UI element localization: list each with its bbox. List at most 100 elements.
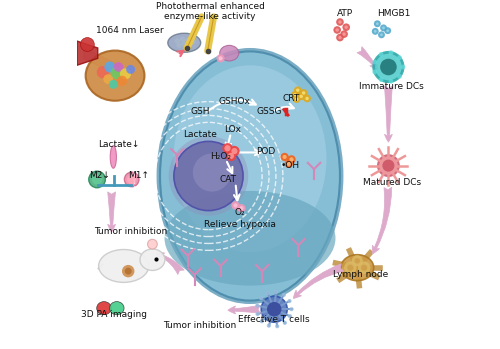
- Circle shape: [291, 91, 299, 98]
- Circle shape: [256, 312, 260, 316]
- Text: Photothermal enhanced
enzyme-like activity: Photothermal enhanced enzyme-like activi…: [156, 2, 264, 21]
- Circle shape: [344, 261, 356, 274]
- Circle shape: [180, 37, 186, 42]
- Text: POD: POD: [256, 147, 275, 156]
- Circle shape: [378, 52, 384, 57]
- Text: Matured DCs: Matured DCs: [363, 178, 421, 187]
- Circle shape: [122, 265, 134, 277]
- Ellipse shape: [124, 172, 139, 187]
- Circle shape: [374, 30, 376, 33]
- Circle shape: [384, 27, 391, 34]
- Text: CRT: CRT: [283, 94, 300, 103]
- Circle shape: [120, 68, 131, 80]
- Text: Effective T cells: Effective T cells: [238, 315, 310, 324]
- Ellipse shape: [164, 191, 336, 285]
- Circle shape: [216, 54, 224, 62]
- Polygon shape: [84, 48, 118, 76]
- Circle shape: [293, 95, 300, 103]
- Ellipse shape: [374, 52, 403, 82]
- Circle shape: [282, 155, 286, 159]
- Ellipse shape: [267, 302, 281, 317]
- Circle shape: [336, 28, 339, 32]
- Text: 1064 nm Laser: 1064 nm Laser: [96, 26, 164, 35]
- Circle shape: [222, 143, 232, 154]
- Text: Immature DCs: Immature DCs: [360, 82, 424, 90]
- Circle shape: [275, 324, 280, 328]
- Text: Relieve hypoxia: Relieve hypoxia: [204, 220, 276, 229]
- Circle shape: [190, 39, 196, 45]
- Circle shape: [267, 324, 271, 328]
- Ellipse shape: [174, 65, 326, 252]
- Circle shape: [295, 97, 298, 101]
- Circle shape: [294, 86, 302, 94]
- Circle shape: [338, 20, 342, 24]
- Circle shape: [266, 291, 270, 295]
- Circle shape: [376, 22, 378, 25]
- Circle shape: [284, 160, 293, 168]
- Circle shape: [334, 26, 341, 34]
- Ellipse shape: [341, 255, 374, 281]
- Circle shape: [232, 201, 239, 209]
- Circle shape: [344, 25, 348, 29]
- Text: Lymph node: Lymph node: [333, 270, 388, 279]
- Ellipse shape: [140, 249, 165, 270]
- Circle shape: [400, 65, 406, 69]
- Text: •OH: •OH: [280, 161, 299, 170]
- Circle shape: [226, 151, 236, 161]
- Text: LOx: LOx: [224, 125, 241, 134]
- Text: H₂O₂: H₂O₂: [210, 153, 231, 162]
- Circle shape: [96, 66, 109, 79]
- Circle shape: [342, 32, 346, 36]
- Circle shape: [104, 61, 116, 73]
- Text: Tumor inhibition: Tumor inhibition: [163, 321, 236, 330]
- Circle shape: [300, 95, 303, 98]
- Circle shape: [234, 203, 237, 207]
- Circle shape: [282, 293, 286, 297]
- Circle shape: [237, 204, 246, 212]
- Circle shape: [290, 307, 294, 311]
- Circle shape: [338, 36, 342, 39]
- Circle shape: [382, 27, 385, 29]
- Circle shape: [304, 95, 311, 102]
- Circle shape: [229, 146, 239, 156]
- Circle shape: [340, 30, 348, 38]
- Ellipse shape: [89, 171, 106, 188]
- Circle shape: [306, 97, 309, 100]
- Circle shape: [126, 65, 135, 74]
- Circle shape: [114, 62, 124, 72]
- Ellipse shape: [168, 33, 200, 52]
- Ellipse shape: [261, 296, 287, 322]
- Circle shape: [290, 157, 294, 162]
- Circle shape: [110, 67, 123, 79]
- Text: Lactate↓: Lactate↓: [98, 140, 140, 149]
- Ellipse shape: [174, 141, 243, 210]
- Circle shape: [274, 290, 278, 294]
- Circle shape: [288, 155, 296, 164]
- Circle shape: [127, 175, 136, 184]
- Ellipse shape: [156, 48, 344, 304]
- Circle shape: [117, 76, 127, 86]
- Text: CAT: CAT: [219, 175, 236, 184]
- Circle shape: [347, 265, 354, 271]
- Ellipse shape: [168, 136, 248, 216]
- Circle shape: [342, 23, 350, 31]
- Circle shape: [259, 296, 263, 300]
- Circle shape: [380, 24, 387, 31]
- Text: M1↑: M1↑: [128, 171, 149, 180]
- Circle shape: [288, 314, 292, 318]
- Circle shape: [260, 319, 264, 323]
- Circle shape: [354, 258, 360, 263]
- Circle shape: [397, 55, 402, 60]
- Ellipse shape: [382, 159, 394, 172]
- Text: O₂: O₂: [234, 208, 245, 217]
- Ellipse shape: [80, 38, 94, 51]
- Circle shape: [124, 268, 132, 275]
- Circle shape: [361, 265, 368, 271]
- Circle shape: [372, 28, 378, 35]
- Circle shape: [92, 174, 102, 185]
- Text: M2↓: M2↓: [89, 171, 110, 180]
- Circle shape: [378, 77, 384, 82]
- Circle shape: [224, 145, 230, 151]
- Circle shape: [232, 148, 237, 154]
- Circle shape: [352, 255, 363, 266]
